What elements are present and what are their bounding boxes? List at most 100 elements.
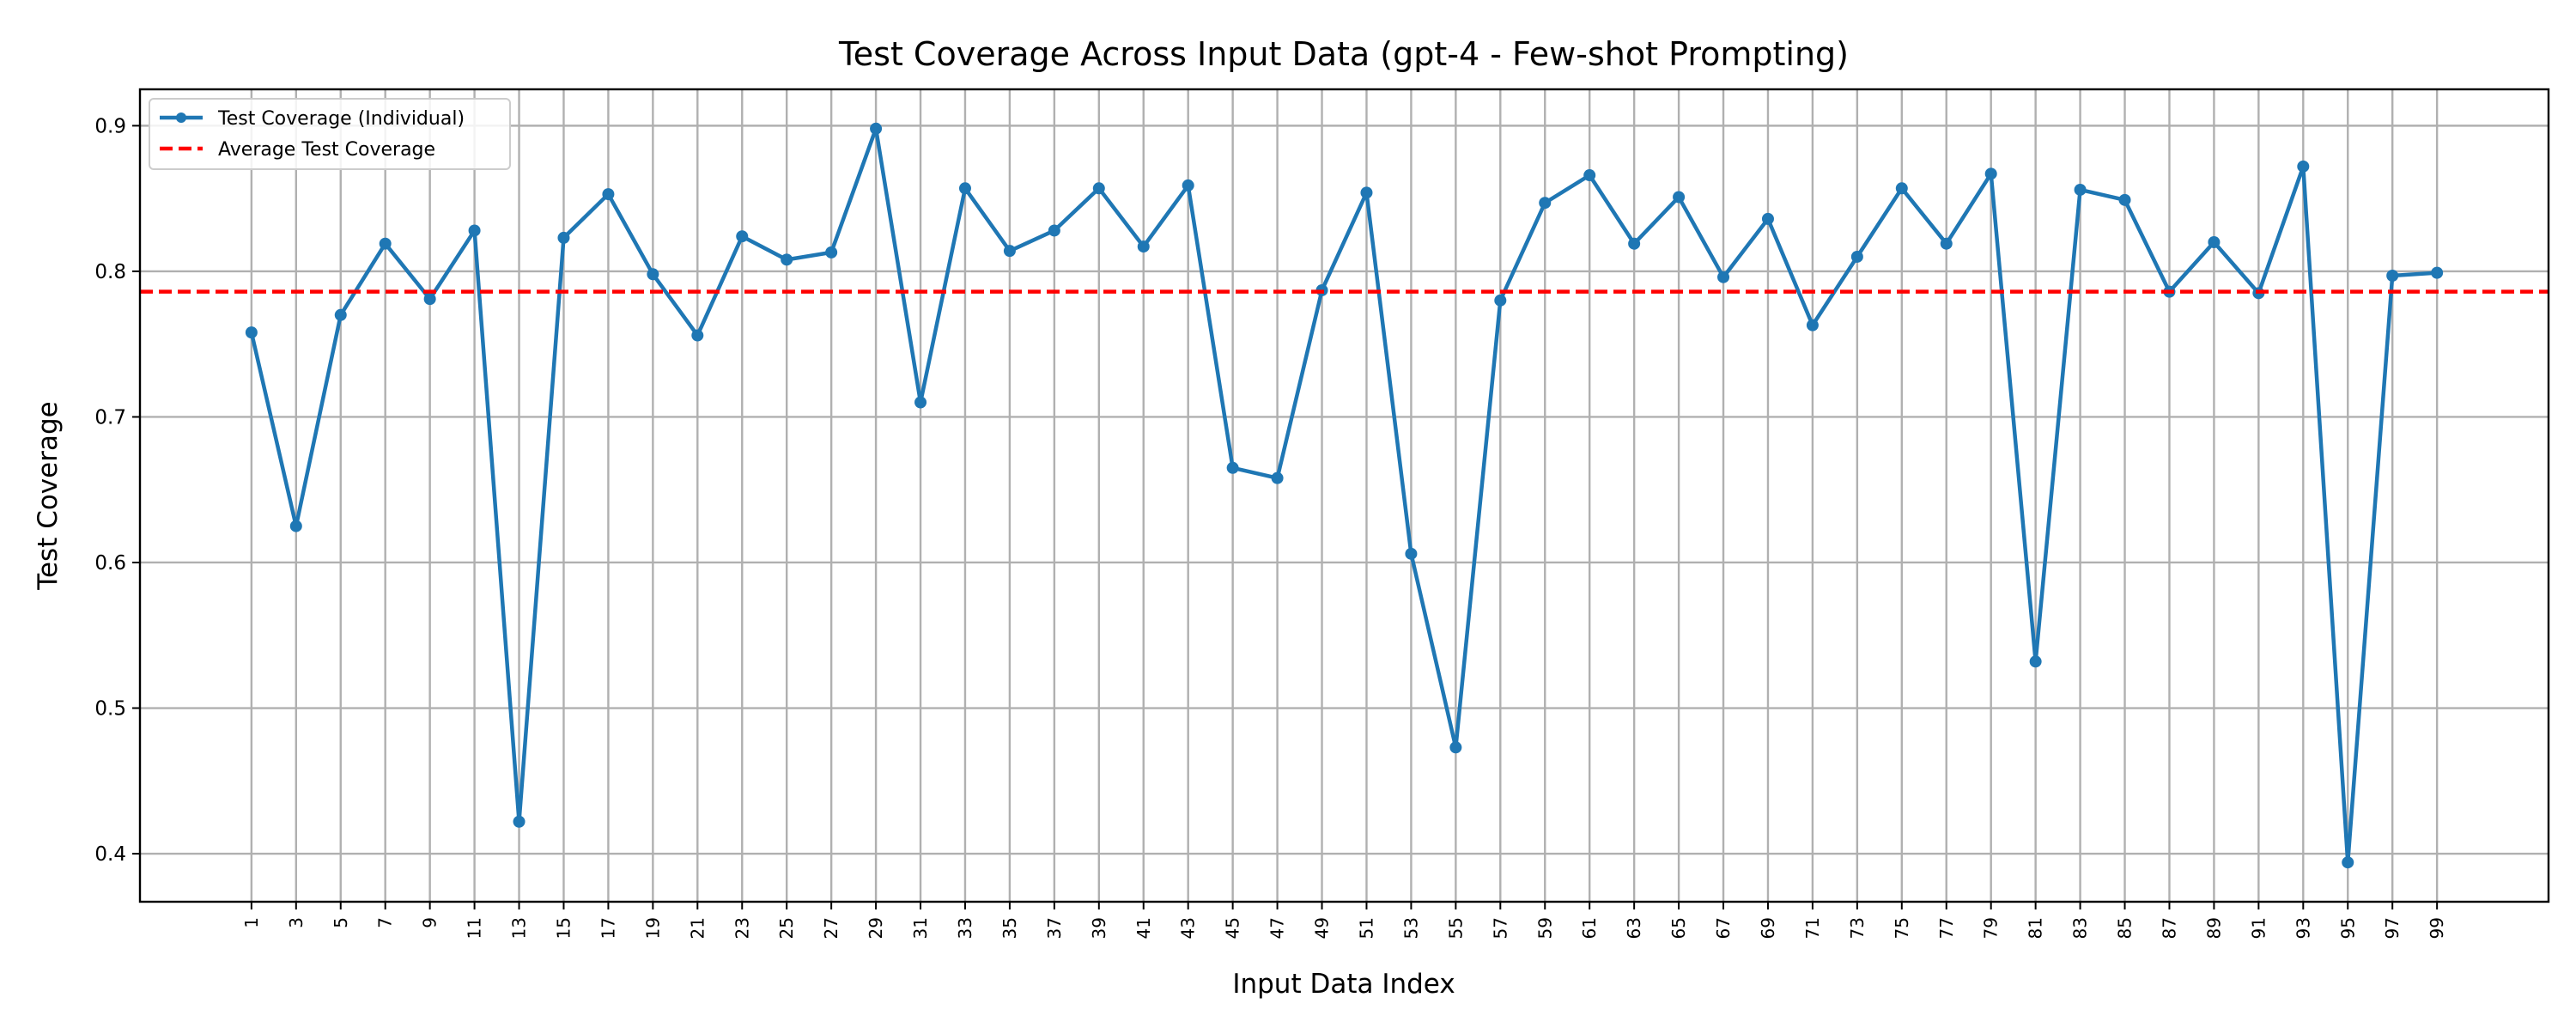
data-point bbox=[1583, 169, 1596, 182]
data-point bbox=[736, 230, 749, 243]
data-point bbox=[2386, 270, 2399, 283]
x-tick-label: 95 bbox=[2337, 917, 2358, 939]
x-tick-label: 53 bbox=[1400, 917, 1421, 939]
data-point bbox=[1137, 240, 1150, 253]
y-tick-label: 0.4 bbox=[94, 843, 126, 866]
data-point bbox=[781, 253, 793, 266]
x-tick-label: 93 bbox=[2293, 917, 2313, 939]
data-point bbox=[870, 122, 883, 135]
data-point bbox=[2074, 183, 2087, 196]
legend-box bbox=[149, 98, 511, 170]
data-point bbox=[2297, 160, 2310, 173]
data-point bbox=[2342, 856, 2354, 869]
x-tick-label: 41 bbox=[1133, 917, 1154, 939]
data-point bbox=[513, 815, 526, 828]
plot-frame bbox=[138, 88, 2550, 903]
x-axis-label: Input Data Index bbox=[1232, 969, 1455, 1000]
legend-label-individual: Test Coverage (Individual) bbox=[217, 108, 465, 130]
x-tick-label: 27 bbox=[821, 917, 841, 939]
data-point bbox=[557, 231, 570, 244]
data-point bbox=[1003, 245, 1016, 258]
chart-title: Test Coverage Across Input Data (gpt-4 -… bbox=[838, 35, 1849, 73]
data-point bbox=[2208, 236, 2221, 249]
x-tick-label: 81 bbox=[2026, 917, 2046, 939]
x-tick-label: 13 bbox=[509, 917, 530, 939]
grid bbox=[140, 89, 2549, 902]
y-tick-label: 0.6 bbox=[94, 552, 126, 575]
data-point bbox=[647, 268, 659, 281]
data-point bbox=[423, 293, 436, 306]
x-tick-label: 49 bbox=[1312, 917, 1333, 939]
data-point bbox=[958, 182, 971, 195]
x-tick-label: 47 bbox=[1267, 917, 1288, 939]
x-tick-label: 9 bbox=[420, 917, 440, 928]
x-tick-label: 67 bbox=[1713, 917, 1734, 939]
data-point bbox=[1761, 212, 1774, 225]
x-tick-label: 15 bbox=[553, 917, 574, 939]
x-tick-label: 37 bbox=[1044, 917, 1065, 939]
legend: Test Coverage (Individual) Average Test … bbox=[149, 98, 511, 170]
series-layer bbox=[140, 122, 2549, 869]
x-tick-label: 7 bbox=[375, 917, 396, 928]
x-tick-label: 71 bbox=[1802, 917, 1823, 939]
x-tick-label: 11 bbox=[465, 917, 485, 939]
x-tick-label: 83 bbox=[2070, 917, 2091, 939]
x-tick-label: 59 bbox=[1534, 917, 1555, 939]
data-point bbox=[1182, 179, 1194, 192]
x-tick-label: 3 bbox=[286, 917, 307, 928]
x-tick-label: 21 bbox=[687, 917, 708, 939]
x-tick-label: 55 bbox=[1445, 917, 1466, 939]
data-point bbox=[2029, 655, 2042, 668]
ticks: 1 3 5 7 9 11 13 15 17 19 21 23 25 27 29 31 33 35 37 39 41 43 4… bbox=[94, 115, 2447, 939]
x-tick-label: 43 bbox=[1178, 917, 1199, 939]
x-tick-label: 79 bbox=[1981, 917, 2002, 939]
x-tick-label: 5 bbox=[331, 917, 351, 928]
x-tick-label: 87 bbox=[2159, 917, 2179, 939]
data-point bbox=[379, 237, 392, 250]
data-point bbox=[1092, 182, 1105, 195]
x-tick-label: 57 bbox=[1490, 917, 1510, 939]
legend-label-average: Average Test Coverage bbox=[218, 139, 435, 161]
x-tick-label: 45 bbox=[1223, 917, 1243, 939]
x-tick-label: 39 bbox=[1089, 917, 1109, 939]
data-point bbox=[334, 308, 347, 321]
x-tick-label: 75 bbox=[1892, 917, 1912, 939]
x-tick-label: 31 bbox=[910, 917, 931, 939]
data-point bbox=[1806, 319, 1819, 331]
data-point bbox=[1449, 741, 1462, 754]
x-tick-label: 85 bbox=[2115, 917, 2136, 939]
x-tick-label: 65 bbox=[1668, 917, 1689, 939]
x-tick-label: 29 bbox=[866, 917, 886, 939]
data-point bbox=[691, 329, 704, 342]
y-tick-label: 0.8 bbox=[94, 261, 126, 283]
data-point bbox=[1226, 461, 1239, 474]
x-tick-label: 19 bbox=[642, 917, 663, 939]
x-tick-label: 69 bbox=[1758, 917, 1778, 939]
data-point bbox=[1895, 182, 1908, 195]
data-point bbox=[1628, 237, 1641, 250]
data-point bbox=[468, 224, 481, 237]
data-point bbox=[1717, 271, 1730, 283]
data-point bbox=[1539, 197, 1552, 210]
y-tick-label: 0.7 bbox=[94, 406, 126, 429]
x-tick-label: 61 bbox=[1579, 917, 1600, 939]
x-tick-label: 51 bbox=[1356, 917, 1376, 939]
data-point bbox=[825, 246, 838, 258]
x-tick-label: 23 bbox=[732, 917, 752, 939]
data-point bbox=[602, 188, 615, 201]
data-point bbox=[1940, 237, 1953, 250]
data-point bbox=[1850, 250, 1863, 263]
x-tick-label: 97 bbox=[2382, 917, 2403, 939]
series-line-individual bbox=[249, 126, 2438, 865]
data-point bbox=[1984, 167, 1997, 180]
x-tick-label: 99 bbox=[2427, 917, 2447, 939]
data-point bbox=[1360, 186, 1373, 199]
x-tick-label: 1 bbox=[241, 917, 262, 928]
x-tick-label: 25 bbox=[776, 917, 797, 939]
y-axis-label: Test Coverage bbox=[33, 401, 64, 590]
x-tick-label: 63 bbox=[1624, 917, 1644, 939]
data-point bbox=[1494, 294, 1507, 307]
x-tick-label: 91 bbox=[2248, 917, 2269, 939]
x-tick-label: 17 bbox=[598, 917, 618, 939]
